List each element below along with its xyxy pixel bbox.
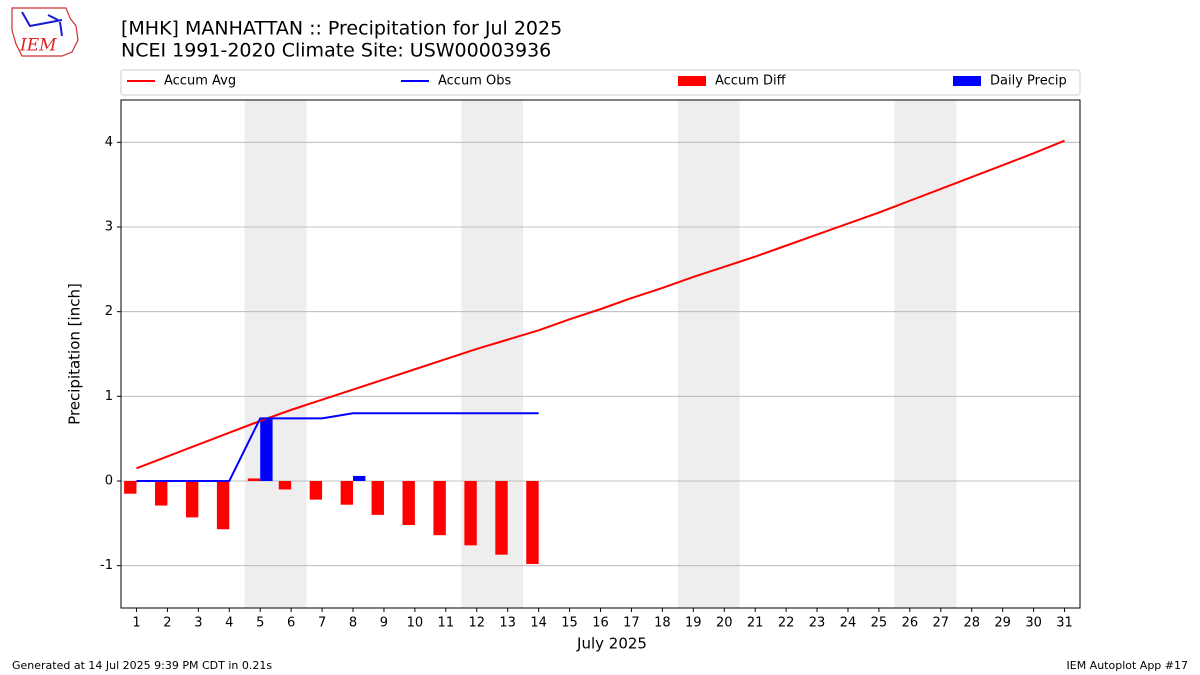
footer-right: IEM Autoplot App #17 — [1067, 659, 1189, 672]
bar — [402, 481, 415, 526]
bar — [340, 481, 354, 505]
x-tick-label: 23 — [809, 616, 826, 631]
legend-label: Accum Avg — [164, 74, 236, 89]
logo-icon — [21, 11, 63, 37]
x-tick-label: 25 — [871, 616, 888, 631]
logo-text: IEM — [19, 36, 57, 56]
legend-item: Accum Avg — [127, 74, 236, 89]
x-tick-label: 18 — [654, 616, 671, 631]
bar — [309, 481, 323, 500]
legend-label: Daily Precip — [990, 74, 1067, 89]
x-tick-label: 24 — [840, 616, 857, 631]
y-tick-label: 4 — [105, 135, 113, 150]
y-tick-label: 3 — [105, 220, 113, 235]
x-tick-label: 3 — [194, 616, 202, 631]
x-tick-label: 16 — [592, 616, 609, 631]
x-tick-label: 1 — [132, 616, 140, 631]
bar — [464, 481, 477, 546]
bar — [278, 481, 292, 490]
x-tick-label: 4 — [225, 616, 233, 631]
weekend-shade — [677, 100, 740, 608]
logo: IEM — [11, 7, 79, 57]
x-tick-label: 8 — [349, 616, 357, 631]
bar — [185, 481, 199, 518]
x-tick-label: 7 — [318, 616, 326, 631]
legend-box — [120, 69, 1081, 96]
x-tick-label: 15 — [561, 616, 578, 631]
x-tick-label: 5 — [256, 616, 264, 631]
bar — [260, 418, 273, 481]
x-tick-label: 20 — [716, 616, 733, 631]
x-tick-label: 6 — [287, 616, 295, 631]
plot-frame — [120, 99, 1081, 609]
bar — [433, 481, 446, 536]
weekend-shade — [244, 100, 307, 608]
legend-label: Accum Obs — [438, 74, 511, 89]
legend-label: Accum Diff — [715, 74, 787, 89]
x-tick-label: 2 — [163, 616, 171, 631]
legend-swatch — [953, 76, 981, 86]
y-axis-label: Precipitation [inch] — [66, 283, 84, 425]
x-tick-label: 28 — [963, 616, 980, 631]
x-tick-label: 13 — [499, 616, 516, 631]
weekend-shade — [894, 100, 957, 608]
x-tick-label: 27 — [933, 616, 950, 631]
x-tick-label: 22 — [778, 616, 795, 631]
bar — [155, 481, 168, 506]
x-tick-label: 21 — [747, 616, 764, 631]
bar — [216, 481, 230, 530]
line — [136, 412, 539, 482]
legend-item: Accum Diff — [678, 74, 787, 89]
x-tick-label: 26 — [902, 616, 919, 631]
x-tick-label: 14 — [530, 616, 547, 631]
x-tick-label: 12 — [468, 616, 485, 631]
legend-item: Accum Obs — [401, 74, 511, 89]
bar — [526, 481, 539, 564]
y-tick-label: 2 — [105, 304, 113, 319]
y-tick-label: -1 — [100, 558, 113, 573]
x-axis-label: July 2025 — [576, 635, 647, 653]
footer-left: Generated at 14 Jul 2025 9:39 PM CDT in … — [12, 659, 272, 672]
x-tick-label: 9 — [380, 616, 388, 631]
bar — [247, 478, 261, 481]
chart-title: [MHK] MANHATTAN :: Precipitation for Jul… — [121, 18, 562, 40]
bar — [353, 475, 366, 481]
x-tick-label: 29 — [994, 616, 1011, 631]
bar — [371, 481, 384, 515]
bar — [495, 481, 508, 555]
x-tick-label: 10 — [407, 616, 424, 631]
legend-swatch — [678, 76, 706, 86]
x-tick-label: 11 — [438, 616, 455, 631]
x-tick-label: 17 — [623, 616, 640, 631]
legend-item: Daily Precip — [953, 74, 1067, 89]
chart-subtitle: NCEI 1991-2020 Climate Site: USW00003936 — [121, 40, 551, 62]
x-tick-label: 30 — [1025, 616, 1042, 631]
x-tick-label: 19 — [685, 616, 702, 631]
x-tick-label: 31 — [1056, 616, 1073, 631]
y-tick-label: 0 — [105, 474, 113, 489]
line — [136, 139, 1065, 470]
bar — [124, 481, 137, 494]
y-tick-label: 1 — [105, 389, 113, 404]
